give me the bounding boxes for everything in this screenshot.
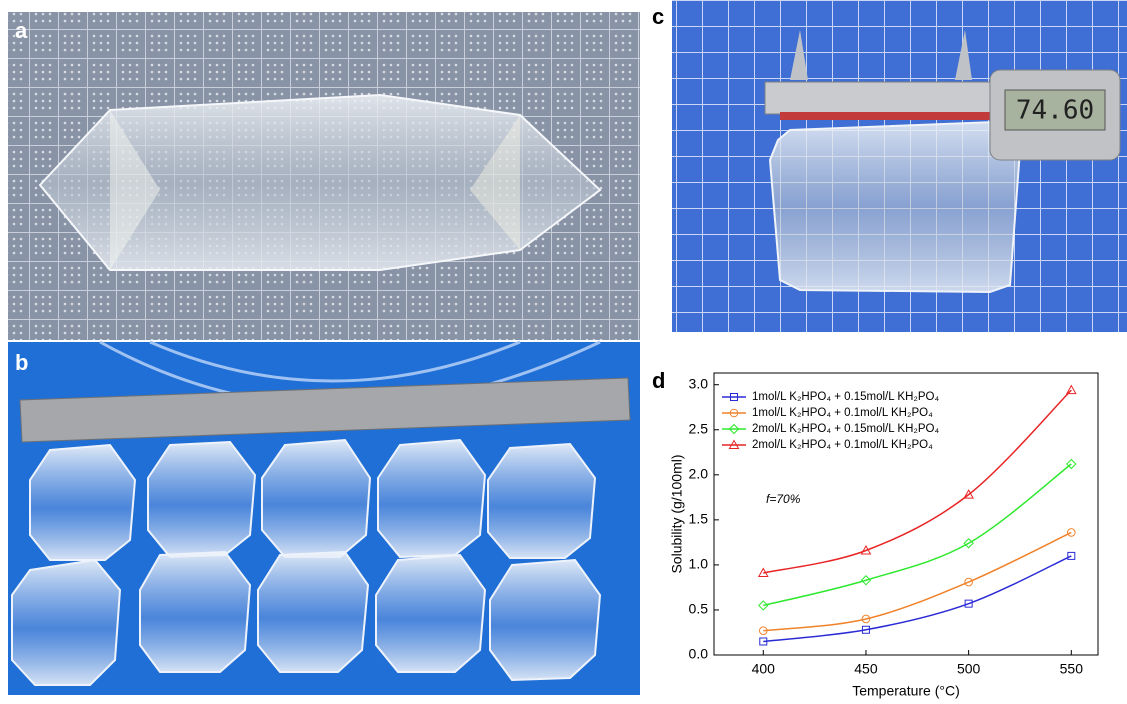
panel-label: c (652, 4, 664, 29)
legend-label: 1mol/L K₂HPO₄ + 0.1mol/L KH₂PO₄ (752, 407, 933, 419)
photo-a (8, 12, 640, 340)
fit-line (763, 532, 1071, 630)
page: a b 74.60 c d Solubility (g/ (0, 0, 1127, 699)
y-tick-label: 2.0 (689, 466, 709, 482)
panel-label: b (15, 350, 28, 375)
fit-line (763, 464, 1071, 605)
x-axis-label: Temperature (°C) (852, 683, 960, 699)
caliper-reading: 74.60 (1016, 96, 1094, 126)
x-tick-label: 500 (957, 661, 981, 677)
y-tick-label: 1.5 (689, 511, 709, 527)
y-axis-label: Solubility (g/100ml) (669, 454, 685, 573)
x-tick-label: 550 (1060, 661, 1084, 677)
y-tick-label: 0.5 (689, 601, 709, 617)
figure: a b 74.60 c d Solubility (g/ (0, 0, 1127, 699)
y-tick-label: 0.0 (689, 646, 709, 662)
y-tick-label: 2.5 (689, 420, 709, 436)
fit-line (763, 556, 1071, 642)
panel-label: a (15, 18, 28, 43)
legend-label: 2mol/L K₂HPO₄ + 0.15mol/L KH₂PO₄ (752, 423, 939, 435)
legend-label: 1mol/L K₂HPO₄ + 0.15mol/L KH₂PO₄ (752, 391, 939, 403)
x-tick-label: 400 (752, 661, 776, 677)
photo-b (8, 342, 640, 695)
y-tick-label: 1.0 (689, 556, 709, 572)
panel-label: d (652, 368, 665, 393)
legend-label: 2mol/L K₂HPO₄ + 0.1mol/L KH₂PO₄ (752, 439, 933, 451)
x-tick-label: 450 (854, 661, 878, 677)
photo-c (672, 0, 1127, 332)
y-tick-label: 3.0 (689, 375, 709, 391)
annotation: f=70% (766, 492, 801, 506)
